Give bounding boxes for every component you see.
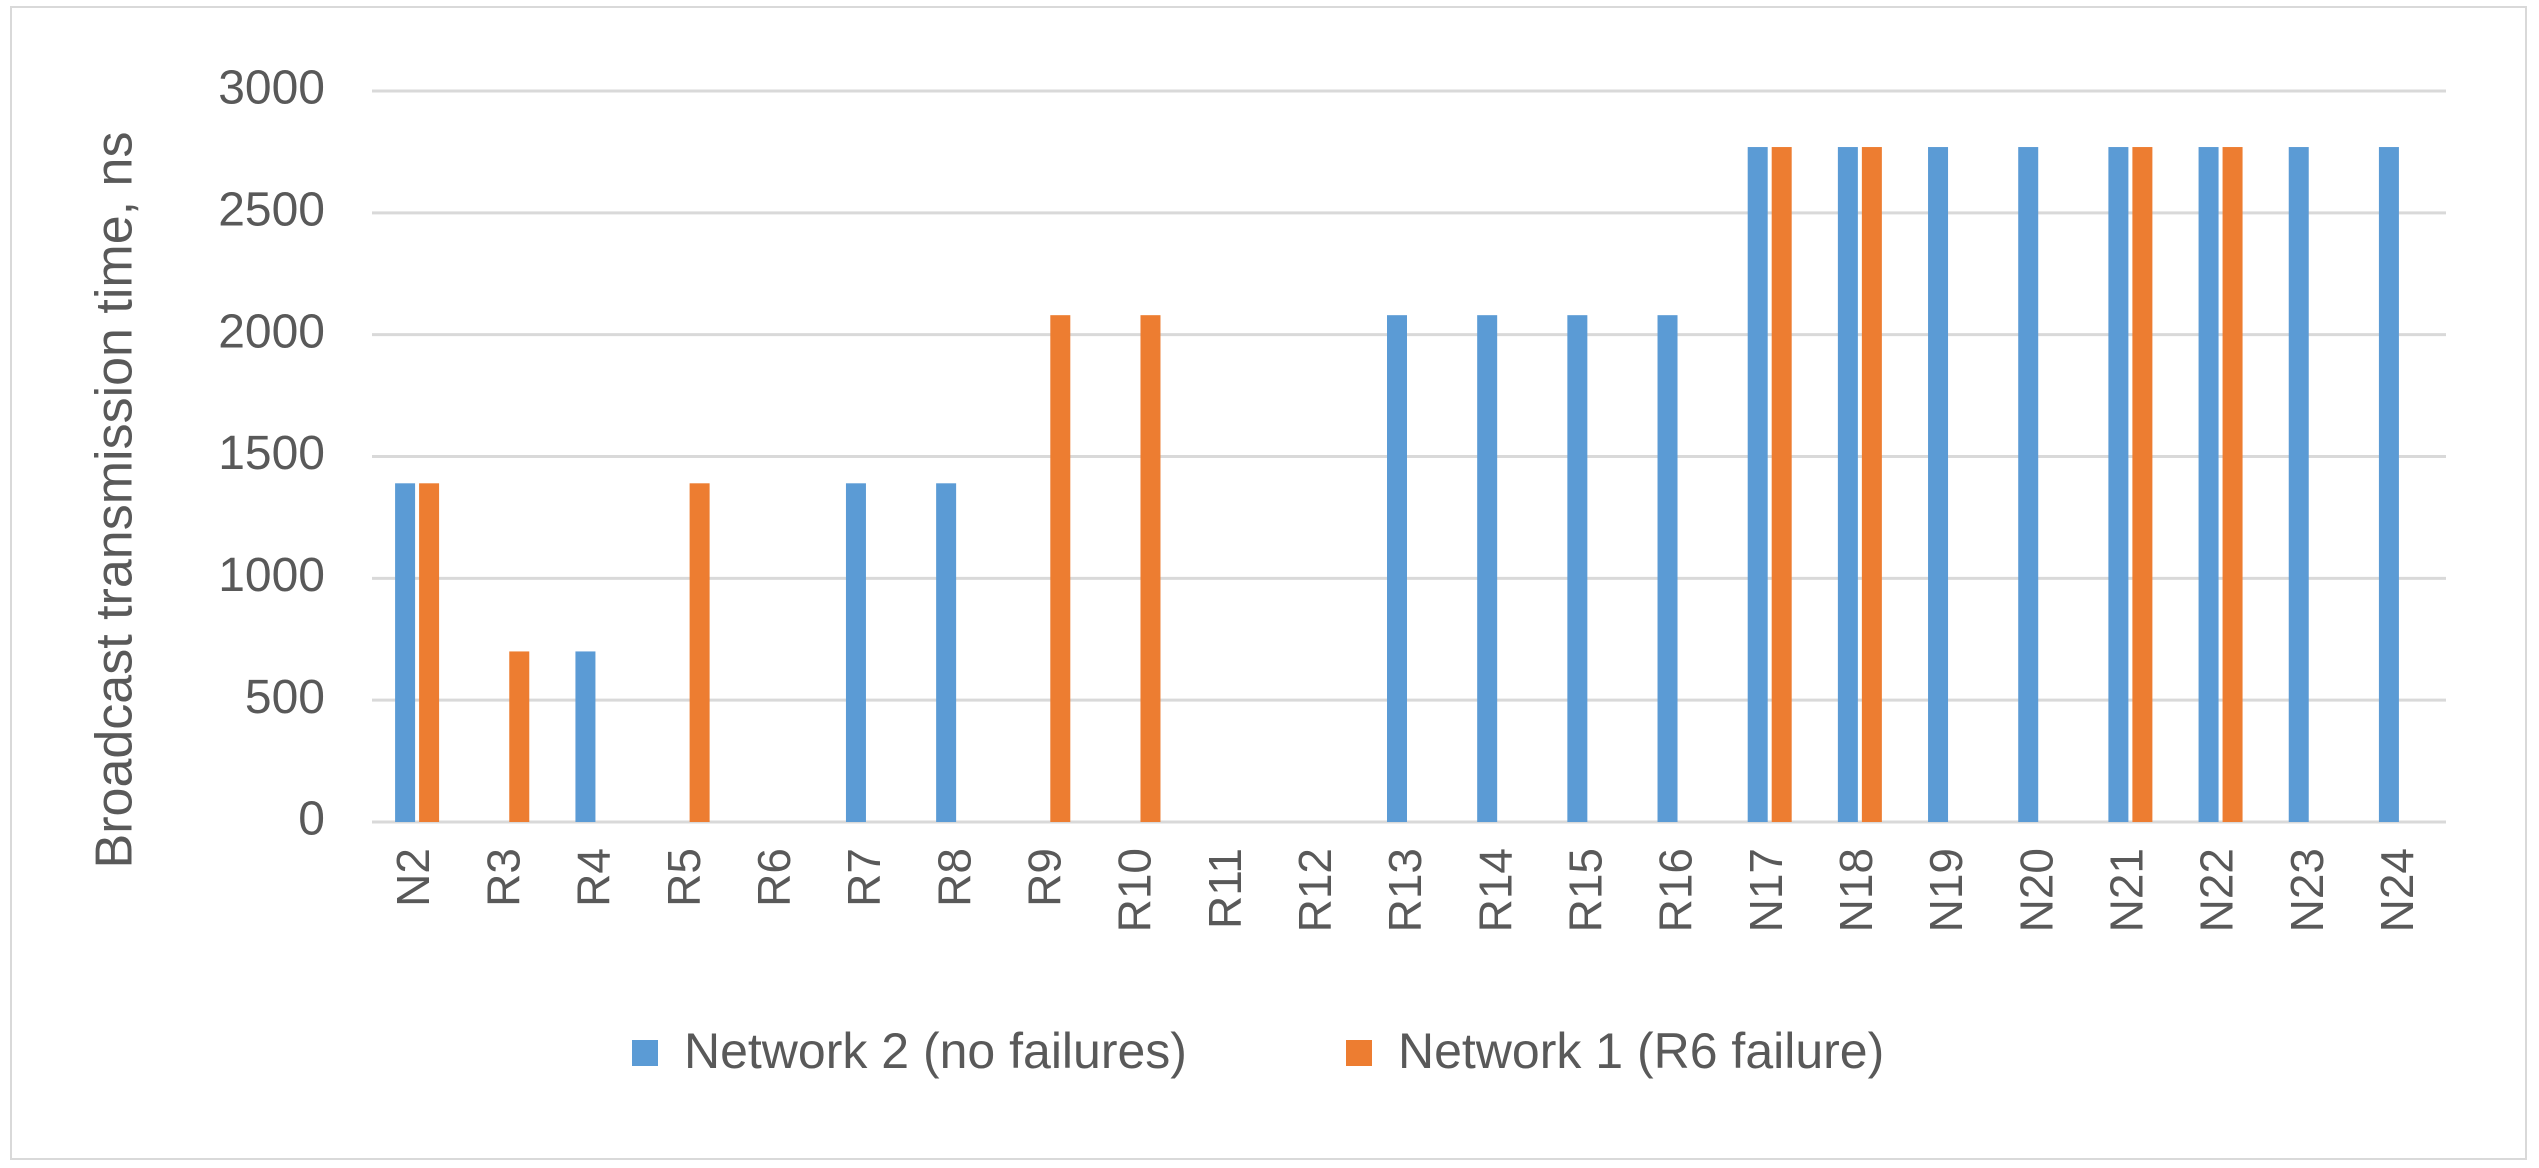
bar-network-2-r14 [1477,315,1498,822]
bar-network-1-r10 [1140,315,1161,822]
legend-label: Network 1 (R6 failure) [1398,1023,1884,1079]
x-tick-label: R14 [1469,848,1521,932]
bar-network-2-n21 [2108,147,2129,822]
x-tick-label: R6 [748,848,800,907]
x-tick-label: N23 [2281,848,2333,932]
y-tick-label: 1500 [218,427,325,480]
x-tick-label: R5 [658,848,710,907]
x-tick-label: R4 [568,848,620,907]
bar-network-2-n22 [2198,147,2219,822]
y-axis-title: Broadcast transmission time, ns [86,132,144,869]
bar-network-1-n22 [2222,147,2243,822]
x-tick-label: N2 [387,848,439,907]
bar-network-2-r16 [1657,315,1678,822]
x-tick-label: N22 [2191,848,2243,932]
bar-network-1-n17 [1771,147,1792,822]
legend: Network 2 (no failures) Network 1 (R6 fai… [632,1023,1884,1079]
bar-network-2-r7 [845,483,866,822]
y-tick-label: 500 [245,671,325,724]
legend-swatch [1346,1040,1372,1066]
bar-network-2-n2 [395,483,416,822]
bar-network-2-n18 [1837,147,1858,822]
x-tick-label: N24 [2371,848,2423,932]
bar-network-1-r9 [1050,315,1071,822]
bar-network-1-n21 [2132,147,2153,822]
y-tick-label: 2000 [218,305,325,358]
x-tick-label: R11 [1199,848,1251,929]
bar-network-2-n24 [2378,147,2399,822]
x-tick-label: R15 [1560,848,1612,932]
bar-network-2-r13 [1387,315,1407,822]
x-tick-label: R9 [1018,848,1070,907]
x-tick-label: N18 [1830,848,1882,932]
x-tick-label: R10 [1109,848,1161,932]
x-tick-label: R13 [1379,848,1431,932]
x-tick-label: N17 [1740,848,1792,932]
gridlines [372,89,2446,824]
x-tick-label: N20 [2010,848,2062,932]
bar-network-2-r8 [936,483,957,822]
y-tick-label: 3000 [218,62,325,115]
legend-swatch [632,1040,658,1066]
x-tick-label: R3 [477,848,529,907]
x-tick-label: R8 [928,848,980,907]
bar-network-2-r15 [1567,315,1588,822]
y-tick-label: 0 [298,793,325,846]
bar-network-2-n20 [2018,147,2039,822]
y-tick-label: 1000 [218,549,325,602]
bar-network-2-n19 [1928,147,1949,822]
bar-network-1-n2 [419,483,440,822]
legend-label: Network 2 (no failures) [684,1023,1187,1079]
x-tick-label: N21 [2101,848,2153,932]
bar-network-1-r3 [509,651,530,822]
x-tick-label: R12 [1289,848,1341,932]
bar-network-2-n17 [1747,147,1768,822]
y-tick-labels: 0 500 1000 1500 2000 2500 3000 [218,62,325,846]
x-tick-label: R16 [1650,848,1702,932]
y-tick-label: 2500 [218,184,325,237]
bar-network-2-r4 [575,651,596,822]
bar-network-1-r5 [689,483,710,822]
bars [395,147,2399,822]
x-tick-label: R7 [838,848,890,907]
x-tick-label: N19 [1920,848,1972,932]
bar-network-1-n18 [1861,147,1882,822]
bar-network-2-n23 [2288,147,2309,822]
x-tick-labels: N2 R3 R4 R5 R6 R7 R8 R9 R10 R11 R12 R13 R14 R15 R16 N17… [387,848,2423,932]
